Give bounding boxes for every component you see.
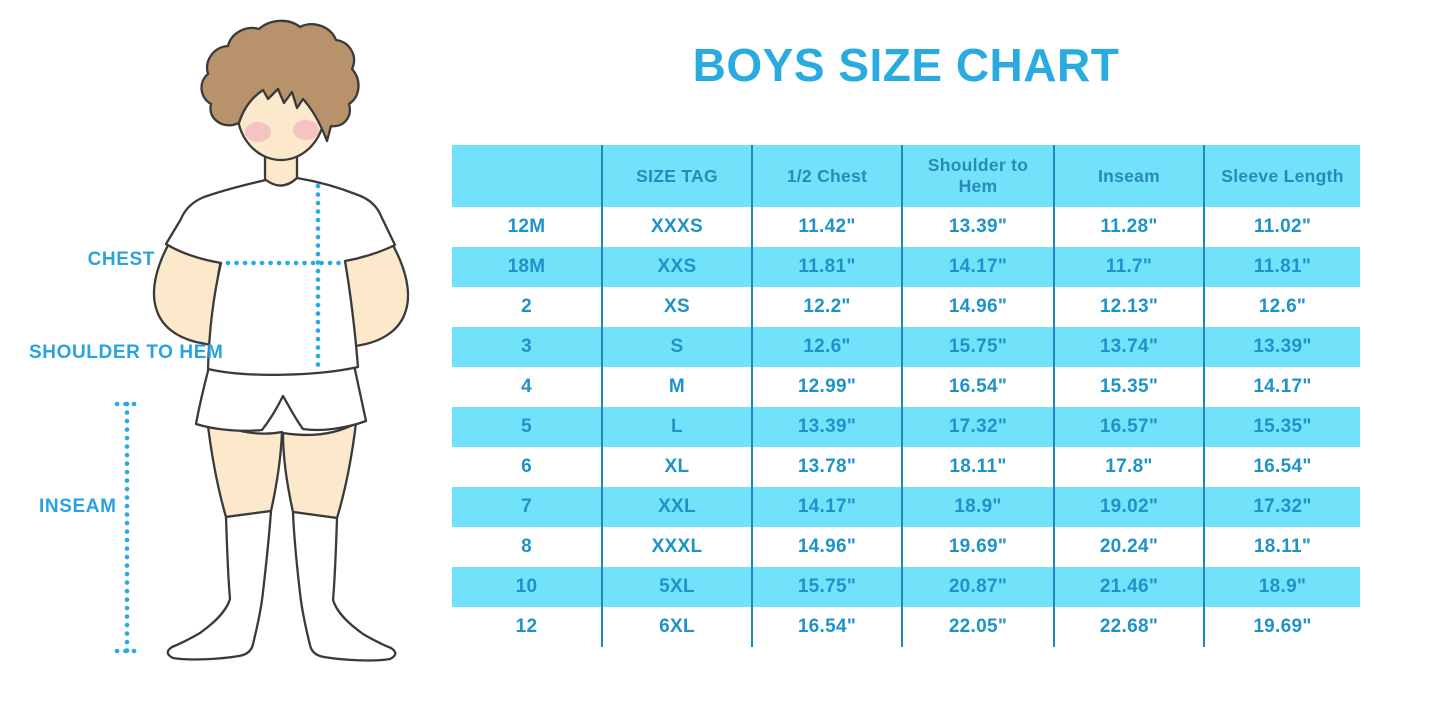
table-cell: 11.81" xyxy=(753,247,903,287)
size-chart-table: SIZE TAG 1/2 Chest Shoulder to Hem Inseam Sl… xyxy=(452,145,1360,647)
column-header: Sleeve Length xyxy=(1221,165,1344,186)
table-cell: 14.17" xyxy=(903,247,1055,287)
table-row: 6 XL 13.78" 18.11" 17.8" 16.54" xyxy=(452,447,1360,487)
table-cell: 21.46" xyxy=(1055,567,1205,607)
boy-hair xyxy=(200,19,360,143)
table-cell: 12 xyxy=(452,607,603,647)
table-cell: 20.24" xyxy=(1055,527,1205,567)
table-cell: S xyxy=(603,327,753,367)
table-cell: 14.96" xyxy=(753,527,903,567)
table-row: 18M XXS 11.81" 14.17" 11.7" 11.81" xyxy=(452,247,1360,287)
table-cell: L xyxy=(603,407,753,447)
table-cell: 13.74" xyxy=(1055,327,1205,367)
table-cell: 13.39" xyxy=(903,207,1055,247)
table-row: 8 XXXL 14.96" 19.69" 20.24" 18.11" xyxy=(452,527,1360,567)
table-cell: 6 xyxy=(452,447,603,487)
table-cell: 17.32" xyxy=(1253,496,1312,517)
table-cell: XXL xyxy=(603,487,753,527)
table-cell: 6XL xyxy=(603,607,753,647)
table-cell: XL xyxy=(603,447,753,487)
table-cell: 11.81" xyxy=(1253,256,1312,277)
table-cell: 12.2" xyxy=(753,287,903,327)
column-header: SIZE TAG xyxy=(603,145,753,207)
table-cell: 14.17" xyxy=(753,487,903,527)
table-cell: 18.11" xyxy=(1253,536,1312,557)
table-cell: 19.69" xyxy=(903,527,1055,567)
table-cell: 12.6" xyxy=(753,327,903,367)
table-cell: 4 xyxy=(452,367,603,407)
table-cell: 12.13" xyxy=(1055,287,1205,327)
table-cell: 18.9" xyxy=(903,487,1055,527)
table-cell: 16.57" xyxy=(1055,407,1205,447)
boy-illustration xyxy=(114,19,410,662)
column-header xyxy=(452,145,603,207)
table-cell: 17.8" xyxy=(1055,447,1205,487)
table-cell: 13.78" xyxy=(753,447,903,487)
table-row: 4 M 12.99" 16.54" 15.35" 14.17" xyxy=(452,367,1360,407)
table-cell: 11.7" xyxy=(1055,247,1205,287)
table-cell: 15.35" xyxy=(1055,367,1205,407)
column-header: 1/2 Chest xyxy=(753,145,903,207)
table-cell: 15.35" xyxy=(1253,416,1312,437)
table-cell: 15.75" xyxy=(753,567,903,607)
table-cell: 17.32" xyxy=(903,407,1055,447)
table-cell: 18M xyxy=(452,247,603,287)
table-row: 3 S 12.6" 15.75" 13.74" 13.39" xyxy=(452,327,1360,367)
table-cell: XXXL xyxy=(603,527,753,567)
table-cell: M xyxy=(603,367,753,407)
table-cell: 19.02" xyxy=(1055,487,1205,527)
table-cell: 12.6" xyxy=(1258,296,1307,317)
table-cell: 12M xyxy=(452,207,603,247)
measurement-dotted-lines xyxy=(114,183,348,654)
column-header: Inseam xyxy=(1055,145,1205,207)
boy-shirt xyxy=(164,176,397,376)
table-cell: XXS xyxy=(603,247,753,287)
table-row: 12 6XL 16.54" 22.05" 22.68" 19.69" xyxy=(452,607,1360,647)
table-cell: 18.9" xyxy=(1258,576,1307,597)
table-cell: 20.87" xyxy=(903,567,1055,607)
table-cell: 22.05" xyxy=(903,607,1055,647)
table-row: 5 L 13.39" 17.32" 16.57" 15.35" xyxy=(452,407,1360,447)
table-cell: 2 xyxy=(452,287,603,327)
table-row: 7 XXL 14.17" 18.9" 19.02" 17.32" xyxy=(452,487,1360,527)
table-cell: 8 xyxy=(452,527,603,567)
column-header: Shoulder to Hem xyxy=(903,145,1055,207)
table-row: 10 5XL 15.75" 20.87" 21.46" 18.9" xyxy=(452,567,1360,607)
table-row: 2 XS 12.2" 14.96" 12.13" 12.6" xyxy=(452,287,1360,327)
table-body: 12M XXXS 11.42" 13.39" 11.28" 11.02" 18M XXS 11.… xyxy=(452,207,1360,647)
table-cell: 14.96" xyxy=(903,287,1055,327)
table-cell: 3 xyxy=(452,327,603,367)
table-cell: 12.99" xyxy=(753,367,903,407)
table-cell: 15.75" xyxy=(903,327,1055,367)
table-cell: 7 xyxy=(452,487,603,527)
boy-cheeks xyxy=(245,120,319,142)
table-cell: 13.39" xyxy=(753,407,903,447)
chest-label: CHEST xyxy=(87,249,155,270)
table-row: 12M XXXS 11.42" 13.39" 11.28" 11.02" xyxy=(452,207,1360,247)
table-cell: 10 xyxy=(452,567,603,607)
table-cell: 13.39" xyxy=(1253,336,1312,357)
shoulder-to-hem-label: SHOULDER TO HEM xyxy=(29,342,224,363)
table-cell: 22.68" xyxy=(1055,607,1205,647)
boy-socks xyxy=(166,509,397,662)
table-cell: 5XL xyxy=(603,567,753,607)
table-cell: 16.54" xyxy=(1253,456,1312,477)
table-cell: 16.54" xyxy=(903,367,1055,407)
table-cell: 14.17" xyxy=(1253,376,1312,397)
table-cell: 5 xyxy=(452,407,603,447)
table-cell: XS xyxy=(603,287,753,327)
boy-legs xyxy=(205,416,358,520)
table-cell: 19.69" xyxy=(1253,616,1312,637)
inseam-label: INSEAM xyxy=(39,496,117,517)
table-cell: 11.42" xyxy=(753,207,903,247)
table-cell: 11.02" xyxy=(1253,216,1312,237)
page-title: BOYS SIZE CHART xyxy=(692,39,1120,91)
table-cell: 18.11" xyxy=(903,447,1055,487)
table-header-row: SIZE TAG 1/2 Chest Shoulder to Hem Inseam Sl… xyxy=(452,145,1360,207)
table-cell: 16.54" xyxy=(753,607,903,647)
table-cell: XXXS xyxy=(603,207,753,247)
table-cell: 11.28" xyxy=(1055,207,1205,247)
